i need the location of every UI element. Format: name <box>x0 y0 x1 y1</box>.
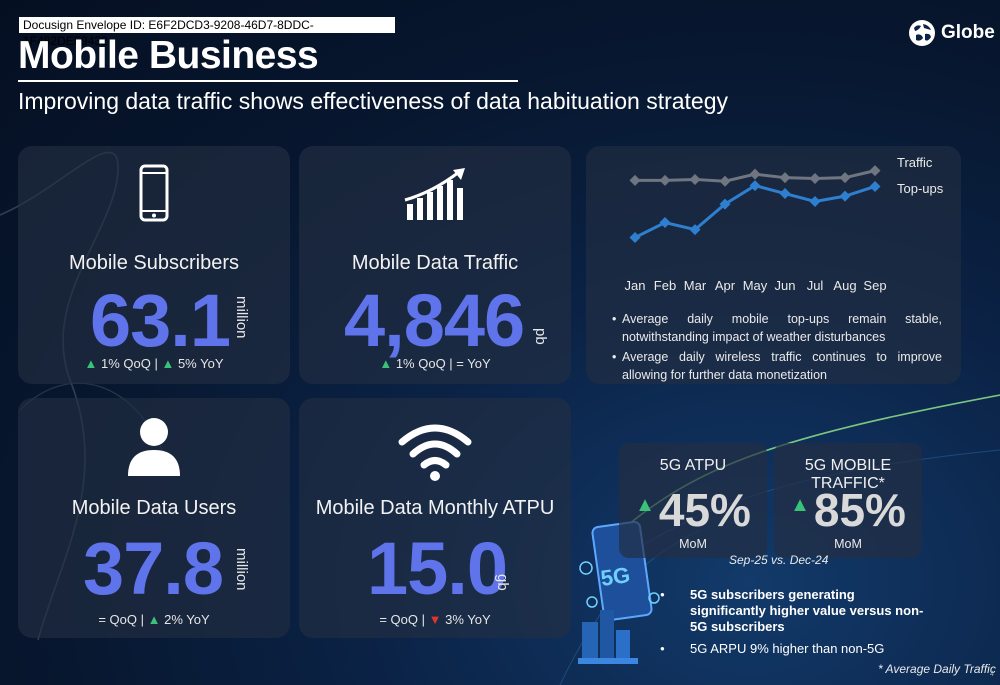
qoq-change: = QoQ <box>379 612 418 627</box>
user-icon <box>128 418 180 476</box>
legend-label: Top-ups <box>897 181 944 196</box>
data-point <box>809 195 821 207</box>
data-point <box>629 174 641 186</box>
data-point <box>659 174 671 186</box>
5g-mobile-traffic-card: 5G MOBILE TRAFFIC* ▲85% MoM <box>774 443 922 558</box>
trend-chart-card: Traffic Top-ups Jan Feb Mar Apr May Jun Jul Aug Se… <box>586 146 961 384</box>
data-point <box>659 217 671 229</box>
svg-text:5G: 5G <box>599 562 632 591</box>
up-arrow-icon: ▲ <box>635 494 655 517</box>
kpi-change: = QoQ | ▲ 2% YoY <box>98 612 210 627</box>
kpi-label: Mobile Data Users <box>71 497 237 519</box>
data-point <box>719 175 731 187</box>
kpi-change: ▲ 1% QoQ | ▲ 5% YoY <box>84 356 224 371</box>
yoy-change: 5% YoY <box>177 356 224 371</box>
data-point <box>689 224 701 236</box>
kpi-value: 4,846 <box>344 279 525 362</box>
footnote: * Average Daily Traffic <box>878 662 996 676</box>
kpi-card-mobile-data-users: Mobile Data Users 37.8 million = QoQ | ▲… <box>18 398 290 638</box>
kpi-value: 15.0 <box>367 527 508 610</box>
data-point <box>779 172 791 184</box>
kpi-value: 37.8 <box>83 527 224 610</box>
envelope-id: Docusign Envelope ID: E6F2DCD3-9208-46D7… <box>19 17 395 48</box>
page-number: 4 <box>990 671 994 678</box>
5g-card-value: ▲85% <box>774 483 922 537</box>
qoq-change: = QoQ <box>98 612 137 627</box>
5g-card-value: ▲45% <box>619 483 767 537</box>
qoq-change: 1% QoQ <box>100 356 151 371</box>
data-point <box>839 172 851 184</box>
x-tick-label: Jul <box>807 278 824 293</box>
5g-card-title: 5G MOBILE TRAFFIC* <box>804 457 892 492</box>
5g-card-title: 5G ATPU <box>659 457 727 474</box>
x-tick-label: Jan <box>625 278 646 293</box>
kpi-value: 63.1 <box>90 279 231 362</box>
kpi-unit: million <box>233 296 250 339</box>
5g-card-sub: MoM <box>834 537 862 551</box>
page-subtitle: Improving data traffic shows effectivene… <box>18 88 729 114</box>
up-arrow-icon: ▲ <box>147 612 161 627</box>
globe-logo-icon <box>909 20 935 46</box>
chart-note: Average daily wireless traffic continues… <box>612 348 942 384</box>
trend-line-chart: Traffic Top-ups Jan Feb Mar Apr May Jun Jul Aug Se… <box>625 155 944 293</box>
period-note: Sep-25 vs. Dec-24 <box>729 553 829 567</box>
wifi-icon <box>398 424 472 481</box>
5g-value-text: 85% <box>813 484 906 536</box>
x-tick-label: Sep <box>863 278 886 293</box>
data-point <box>839 190 851 202</box>
up-arrow-icon: ▲ <box>84 356 98 371</box>
down-arrow-icon: ▼ <box>428 612 442 627</box>
up-arrow-icon: ▲ <box>379 356 393 371</box>
legend-label: Traffic <box>897 155 933 170</box>
x-tick-label: Mar <box>684 278 707 293</box>
x-tick-label: Feb <box>654 278 676 293</box>
logo-text: Globe <box>941 22 995 43</box>
up-arrow-icon: ▲ <box>790 494 810 517</box>
yoy-change: 2% YoY <box>164 612 210 627</box>
data-point <box>719 198 731 210</box>
qoq-change: 1% QoQ <box>395 356 446 371</box>
kpi-unit: million <box>233 548 250 591</box>
5g-point: 5G subscribers generating significantly … <box>660 587 930 635</box>
page-title: Mobile Business <box>18 34 319 77</box>
brand-logo: Globe <box>907 18 995 48</box>
x-tick-label: Aug <box>833 278 856 293</box>
kpi-label: Mobile Data Traffic <box>351 252 519 274</box>
kpi-change: ▲ 1% QoQ | = YoY <box>379 356 491 371</box>
5g-points: 5G subscribers generating significantly … <box>660 587 930 657</box>
data-point <box>869 180 881 192</box>
data-point <box>779 188 791 200</box>
kpi-label: Mobile Data Monthly ATPU <box>315 497 555 519</box>
title-divider <box>18 80 518 82</box>
x-tick-label: Apr <box>715 278 736 293</box>
kpi-card-mobile-data-traffic: Mobile Data Traffic 4,846 pb ▲ 1% QoQ | … <box>299 146 571 384</box>
data-point <box>629 232 641 244</box>
data-point <box>749 180 761 192</box>
kpi-label: Mobile Subscribers <box>68 252 240 274</box>
kpi-unit: gb <box>494 574 511 591</box>
5g-value-text: 45% <box>658 484 751 536</box>
kpi-card-mobile-data-atpu: Mobile Data Monthly ATPU 15.0 gb = QoQ |… <box>299 398 571 638</box>
5g-point: 5G ARPU 9% higher than non-5G <box>660 641 930 657</box>
up-arrow-icon: ▲ <box>161 356 175 371</box>
data-point <box>749 168 761 180</box>
kpi-change: = QoQ | ▼ 3% YoY <box>379 612 491 627</box>
yoy-change: 3% YoY <box>445 612 491 627</box>
data-point <box>809 173 821 185</box>
yoy-change: = YoY <box>456 356 491 371</box>
growth-chart-icon <box>404 168 465 220</box>
kpi-unit: pb <box>532 328 549 345</box>
5g-card-sub: MoM <box>679 537 707 551</box>
chart-notes: Average daily mobile top-ups remain stab… <box>612 310 942 386</box>
x-tick-label: May <box>743 278 768 293</box>
x-tick-label: Jun <box>775 278 796 293</box>
data-point <box>869 165 881 177</box>
smartphone-icon <box>139 164 169 222</box>
5g-atpu-card: 5G ATPU ▲45% MoM <box>619 443 767 558</box>
kpi-card-mobile-subscribers: Mobile Subscribers 63.1 million ▲ 1% QoQ… <box>18 146 290 384</box>
series-line-1 <box>634 183 876 239</box>
5g-phone-illustration: 5G <box>578 520 660 664</box>
chart-note: Average daily mobile top-ups remain stab… <box>612 310 942 346</box>
data-point <box>689 173 701 185</box>
